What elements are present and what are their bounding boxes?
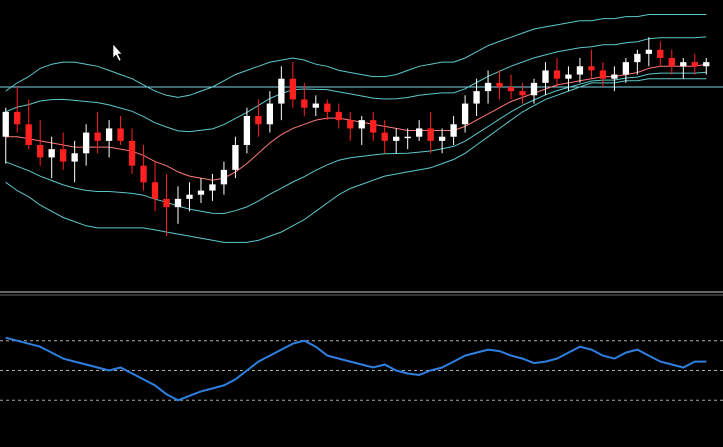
candle-up <box>542 70 549 83</box>
candle-up <box>312 103 319 108</box>
candle-up <box>404 136 411 139</box>
candle-down <box>301 99 308 108</box>
candle-up <box>71 153 78 162</box>
candle-up <box>220 169 228 185</box>
candle-down <box>14 111 21 125</box>
candle-up <box>622 62 630 75</box>
candle-up <box>48 149 55 158</box>
band-lower-inner <box>5 71 707 215</box>
candle-down <box>381 132 388 141</box>
candle-down <box>163 198 170 208</box>
candle-up <box>2 111 9 137</box>
candle-down <box>496 82 503 87</box>
candle-down <box>60 149 67 162</box>
candle-down <box>370 120 377 133</box>
candle-down <box>335 111 342 121</box>
candle-up <box>232 145 239 170</box>
candle-down <box>117 128 124 141</box>
candle-up <box>484 82 492 92</box>
price-panel <box>0 14 723 243</box>
candle-up <box>680 62 687 67</box>
candle-down <box>255 116 262 125</box>
candle-up <box>473 91 480 104</box>
candle-up <box>197 190 205 195</box>
candle-down <box>599 70 607 79</box>
cursor-arrow-icon <box>112 43 123 62</box>
candle-up <box>450 124 457 137</box>
candle-up <box>530 82 538 96</box>
candle-up <box>393 136 400 141</box>
candle-up <box>82 132 90 154</box>
candle-up <box>358 120 365 129</box>
moving-average-line <box>5 63 707 181</box>
candle-down <box>94 132 101 141</box>
rsi-panel <box>0 336 723 402</box>
candle-up <box>634 53 641 63</box>
candle-down <box>25 124 32 145</box>
band-upper-outer <box>5 14 707 98</box>
candle-down <box>347 120 354 129</box>
candle-down <box>668 58 675 67</box>
candle-up <box>611 74 618 79</box>
candle-down <box>691 62 698 67</box>
candle-up <box>438 136 446 141</box>
candle-up <box>105 128 113 141</box>
candle-up <box>703 62 710 67</box>
candle-up <box>278 78 285 104</box>
candle-up <box>416 128 423 137</box>
candle-down <box>519 91 526 96</box>
candle-down <box>324 103 331 112</box>
candle-down <box>588 66 595 71</box>
candle-down <box>140 165 147 183</box>
candle-down <box>151 182 159 199</box>
band-lower-outer <box>5 78 707 243</box>
candle-up <box>645 49 652 54</box>
candle-down <box>553 70 561 79</box>
candle-down <box>37 145 44 158</box>
candle-down <box>128 140 136 166</box>
candle-up <box>576 66 584 75</box>
candle-down <box>657 49 664 58</box>
candle-up <box>209 184 216 191</box>
band-upper-inner <box>5 36 707 133</box>
candle-up <box>266 103 274 125</box>
candle-down <box>289 78 296 100</box>
candle-up <box>565 74 572 79</box>
candle-up <box>186 194 193 199</box>
candle-up <box>243 116 251 145</box>
candle-up <box>461 103 469 125</box>
rsi-line <box>5 336 707 402</box>
candle-up <box>174 198 182 208</box>
candle-down <box>507 87 515 92</box>
candle-down <box>427 128 434 141</box>
